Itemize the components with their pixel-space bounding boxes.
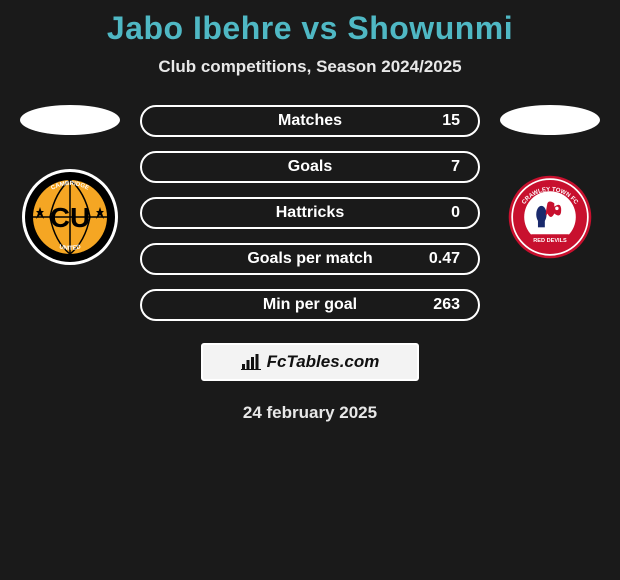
stat-label: Goals [288, 158, 332, 176]
right-player-col: CRAWLEY TOWN FC RED DEVILS [490, 105, 610, 267]
comparison-title: Jabo Ibehre vs Showunmi [0, 10, 620, 47]
right-player-photo-placeholder [500, 105, 600, 135]
stat-value: 0.47 [429, 250, 460, 268]
svg-text:CU: CU [50, 202, 90, 233]
stat-row-min-per-goal: Min per goal 263 [140, 289, 480, 321]
generated-date: 24 february 2025 [0, 403, 620, 423]
stat-value: 263 [433, 296, 460, 314]
stat-label: Goals per match [247, 250, 372, 268]
stat-row-hattricks: Hattricks 0 [140, 197, 480, 229]
right-club-crest: CRAWLEY TOWN FC RED DEVILS [500, 167, 600, 267]
left-player-col: CU CAMBRIDGE UNITED [10, 105, 130, 267]
brand-text: FcTables.com [267, 352, 380, 372]
stats-column: Matches 15 Goals 7 Hattricks 0 Goals per… [140, 105, 480, 321]
stat-row-matches: Matches 15 [140, 105, 480, 137]
stat-value: 0 [451, 204, 460, 222]
stat-row-goals-per-match: Goals per match 0.47 [140, 243, 480, 275]
stat-row-goals: Goals 7 [140, 151, 480, 183]
comparison-card: Jabo Ibehre vs Showunmi Club competition… [0, 0, 620, 423]
brand-attribution[interactable]: FcTables.com [201, 343, 419, 381]
cambridge-united-crest-icon: CU CAMBRIDGE UNITED [20, 167, 120, 267]
stat-value: 7 [451, 158, 460, 176]
comparison-subtitle: Club competitions, Season 2024/2025 [0, 57, 620, 77]
stat-label: Min per goal [263, 296, 357, 314]
main-row: CU CAMBRIDGE UNITED Matches 15 Goals 7 H… [0, 105, 620, 321]
stat-label: Hattricks [276, 204, 344, 222]
left-club-crest: CU CAMBRIDGE UNITED [20, 167, 120, 267]
crawley-town-crest-icon: CRAWLEY TOWN FC RED DEVILS [507, 174, 593, 260]
left-player-photo-placeholder [20, 105, 120, 135]
svg-text:RED DEVILS: RED DEVILS [533, 238, 567, 244]
bar-chart-icon [241, 354, 261, 370]
stat-value: 15 [442, 112, 460, 130]
stat-label: Matches [278, 112, 342, 130]
